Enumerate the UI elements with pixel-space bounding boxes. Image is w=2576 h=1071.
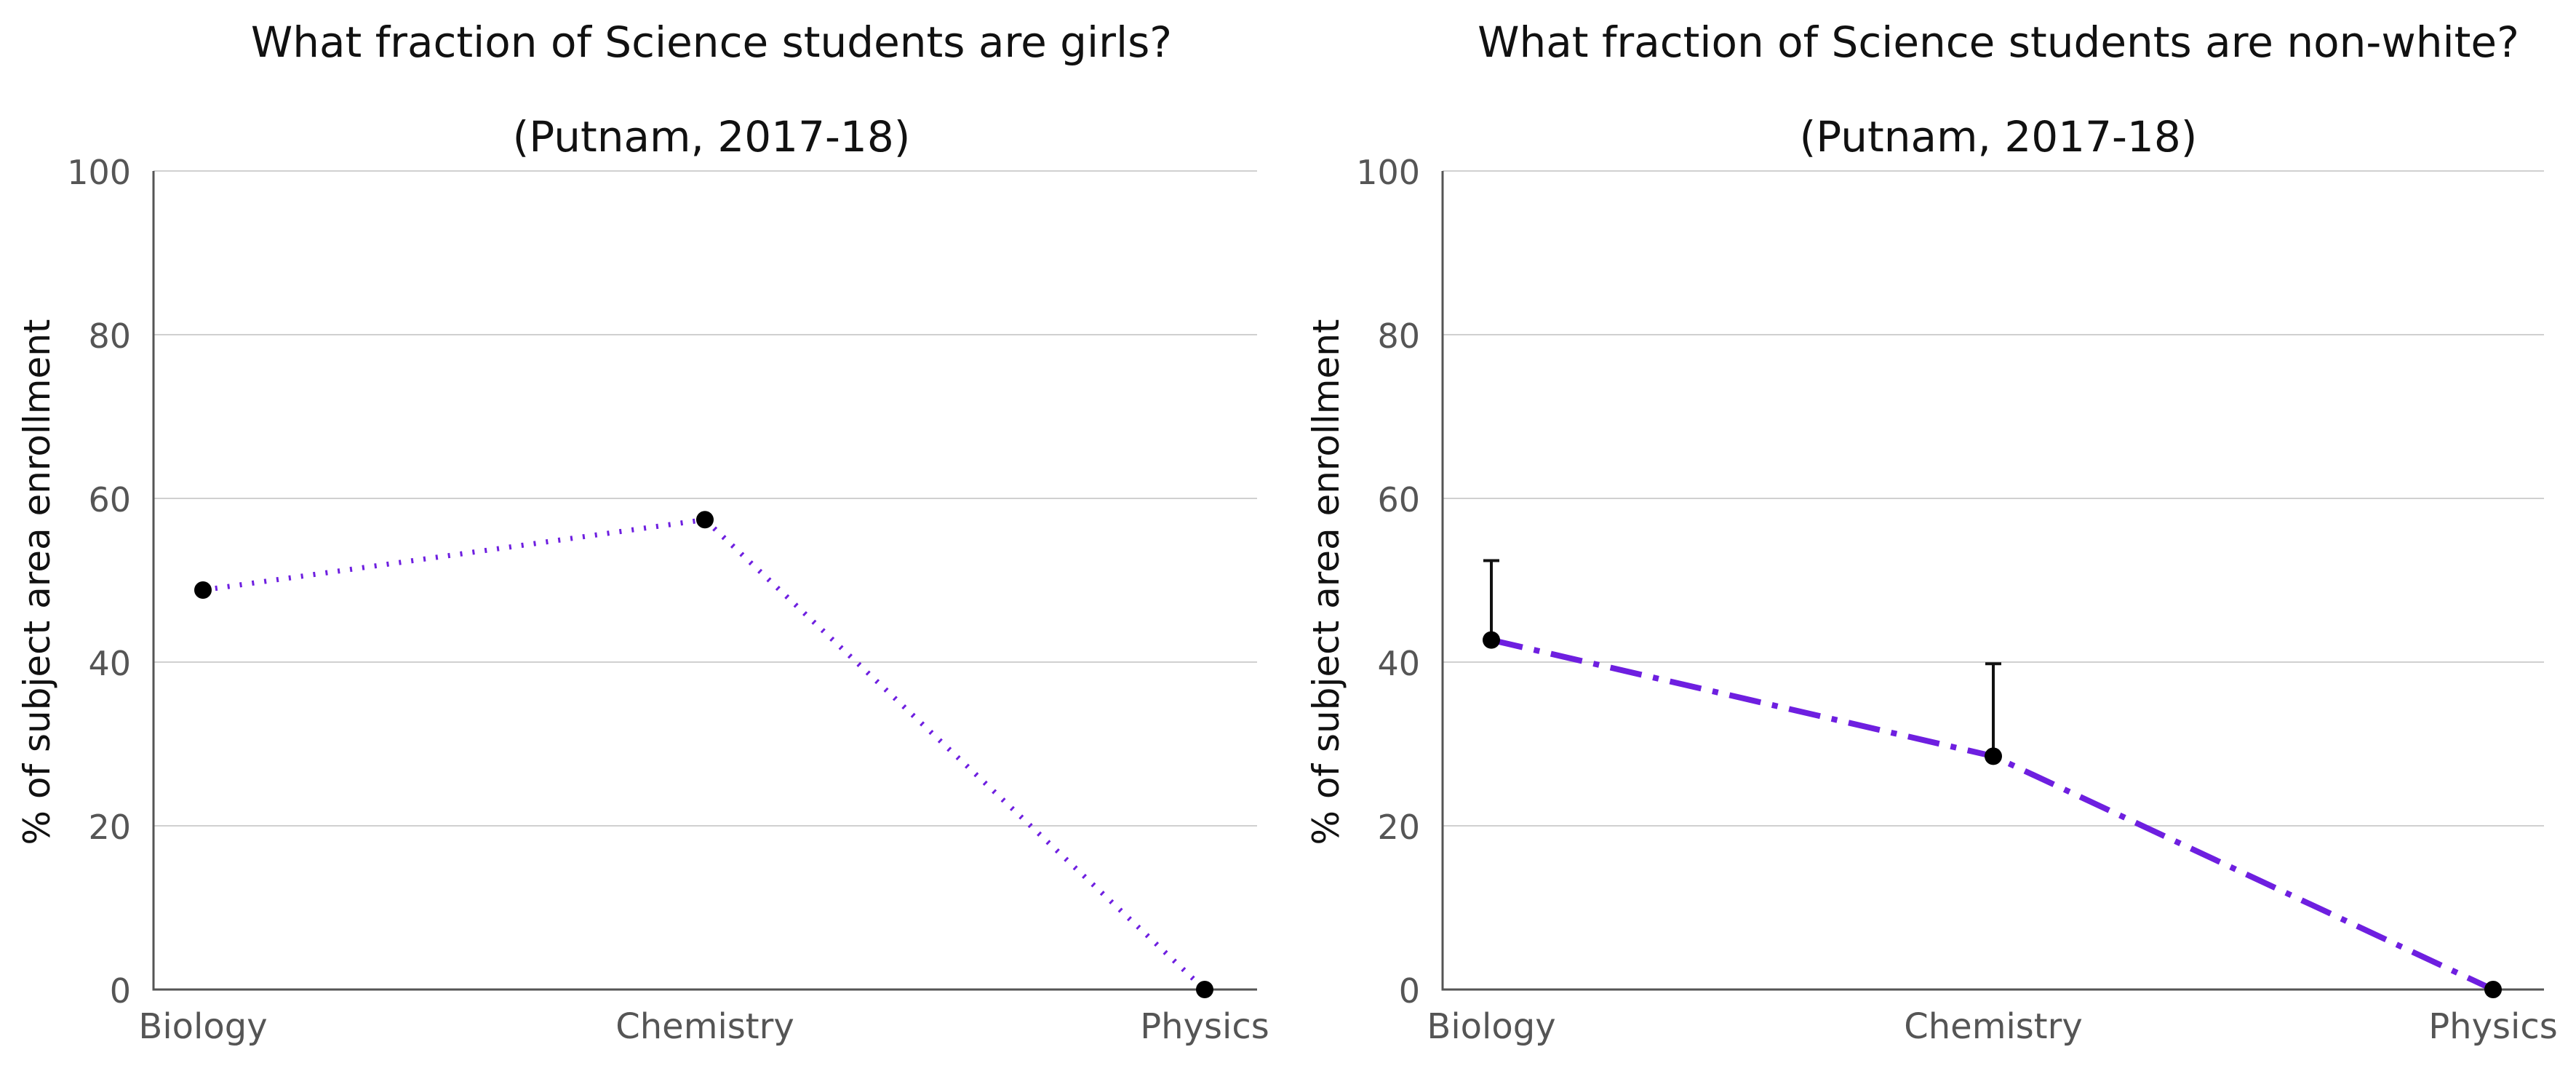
axes	[1441, 171, 2544, 991]
chart-title: What fraction of Science students are no…	[1478, 17, 2519, 67]
y-ticks: 0 20 40 60 80 100	[67, 153, 131, 1011]
data-point-physics	[1196, 981, 1213, 998]
x-ticks: Biology Chemistry Physics	[138, 1006, 1269, 1047]
chart-title: What fraction of Science students are gi…	[251, 17, 1172, 67]
y-tick-label: 60	[1377, 480, 1420, 519]
data-point-biology	[1483, 631, 1500, 649]
y-tick-label: 40	[88, 644, 131, 683]
y-tick-label: 0	[1399, 971, 1420, 1011]
x-ticks: Biology Chemistry Physics	[1427, 1006, 2557, 1047]
chart-subtitle: (Putnam, 2017-18)	[513, 112, 911, 162]
data-points	[1483, 631, 2502, 998]
y-tick-label: 0	[110, 971, 131, 1011]
data-point-chemistry	[1985, 747, 2002, 765]
chart-panel-girls: What fraction of Science students are gi…	[16, 17, 1269, 1047]
series-line-girls	[202, 517, 1207, 992]
data-point-biology	[194, 581, 212, 599]
data-point-physics	[2484, 981, 2502, 998]
y-tick-label: 60	[88, 480, 131, 519]
y-tick-label: 80	[1377, 316, 1420, 356]
y-axis-label: % of subject area enrollment	[1305, 319, 1347, 845]
data-points	[194, 511, 1213, 998]
gridlines	[1443, 170, 2544, 827]
chart-subtitle: (Putnam, 2017-18)	[1800, 112, 2198, 162]
x-tick-label-biology: Biology	[138, 1006, 267, 1047]
x-tick-label-physics: Physics	[2428, 1006, 2558, 1047]
chart-panel-non-white: What fraction of Science students are no…	[1305, 17, 2558, 1047]
x-tick-label-biology: Biology	[1427, 1006, 1555, 1047]
y-axis-label: % of subject area enrollment	[16, 319, 58, 845]
y-tick-label: 100	[1356, 153, 1420, 192]
x-tick-label-physics: Physics	[1140, 1006, 1269, 1047]
x-tick-label-chemistry: Chemistry	[615, 1006, 794, 1047]
gridlines	[153, 170, 1257, 827]
y-tick-label: 40	[1377, 644, 1420, 683]
y-tick-label: 20	[88, 808, 131, 847]
y-tick-label: 20	[1377, 808, 1420, 847]
axes	[152, 171, 1257, 991]
error-bars	[1483, 559, 2001, 757]
y-tick-label: 100	[67, 153, 131, 192]
y-tick-label: 80	[88, 316, 131, 356]
data-point-chemistry	[696, 511, 714, 529]
y-ticks: 0 20 40 60 80 100	[1356, 153, 1420, 1011]
x-tick-label-chemistry: Chemistry	[1904, 1006, 2083, 1047]
